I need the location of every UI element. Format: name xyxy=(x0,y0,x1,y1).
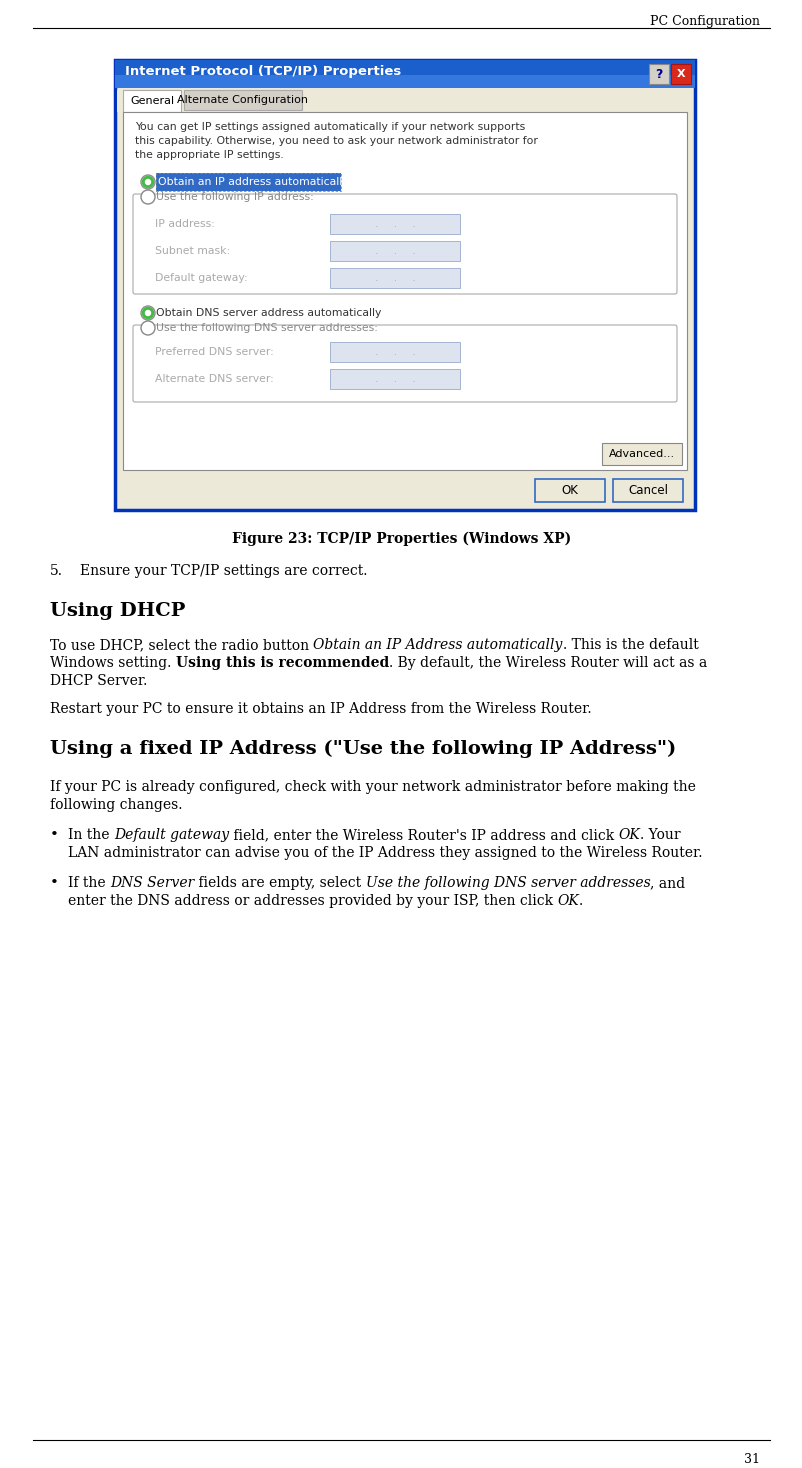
Text: Figure 23: TCP/IP Properties (Windows XP): Figure 23: TCP/IP Properties (Windows XP… xyxy=(232,531,570,546)
FancyBboxPatch shape xyxy=(156,173,341,191)
Text: .     .     .: . . . xyxy=(368,374,421,385)
Text: OK: OK xyxy=(618,828,639,843)
FancyBboxPatch shape xyxy=(330,269,460,288)
Text: .     .     .: . . . xyxy=(368,346,421,357)
Text: 31: 31 xyxy=(743,1453,759,1467)
Text: OK: OK xyxy=(557,894,578,909)
Text: If your PC is already configured, check with your network administrator before m: If your PC is already configured, check … xyxy=(50,780,695,794)
Text: ?: ? xyxy=(654,68,662,81)
Text: Use the following DNS server addresses: Use the following DNS server addresses xyxy=(365,876,650,890)
Circle shape xyxy=(141,305,155,320)
Text: Using a fixed IP Address ("Use the following IP Address"): Using a fixed IP Address ("Use the follo… xyxy=(50,740,675,759)
Text: To use DHCP, select the radio button: To use DHCP, select the radio button xyxy=(50,639,313,652)
FancyBboxPatch shape xyxy=(534,479,604,502)
Text: Windows setting.: Windows setting. xyxy=(50,656,176,669)
Text: Default gateway: Default gateway xyxy=(114,828,229,843)
Text: Default gateway:: Default gateway: xyxy=(155,273,247,283)
Text: fields are empty, select: fields are empty, select xyxy=(194,876,365,890)
FancyBboxPatch shape xyxy=(670,65,691,84)
Text: •: • xyxy=(50,876,59,890)
Text: •: • xyxy=(50,828,59,843)
FancyBboxPatch shape xyxy=(330,241,460,261)
Circle shape xyxy=(145,311,150,316)
Text: IP address:: IP address: xyxy=(155,219,215,229)
FancyBboxPatch shape xyxy=(133,194,676,294)
Circle shape xyxy=(141,189,155,204)
Text: PC Configuration: PC Configuration xyxy=(649,15,759,28)
Circle shape xyxy=(142,307,153,319)
FancyBboxPatch shape xyxy=(602,443,681,465)
Text: . Your: . Your xyxy=(639,828,680,843)
Circle shape xyxy=(145,179,150,185)
FancyBboxPatch shape xyxy=(648,65,668,84)
Text: Alternate DNS server:: Alternate DNS server: xyxy=(155,374,273,385)
Text: Cancel: Cancel xyxy=(627,484,667,498)
Text: .: . xyxy=(578,894,583,909)
Text: In the: In the xyxy=(68,828,114,843)
Circle shape xyxy=(141,321,155,335)
Text: Subnet mask:: Subnet mask: xyxy=(155,247,230,255)
FancyBboxPatch shape xyxy=(612,479,683,502)
Text: .     .     .: . . . xyxy=(368,219,421,229)
Text: , and: , and xyxy=(650,876,685,890)
Text: Obtain an IP Address automatically: Obtain an IP Address automatically xyxy=(313,639,562,652)
Text: Obtain DNS server address automatically: Obtain DNS server address automatically xyxy=(156,308,381,319)
Text: field, enter the Wireless Router's IP address and click: field, enter the Wireless Router's IP ad… xyxy=(229,828,618,843)
Text: Using DHCP: Using DHCP xyxy=(50,602,185,619)
FancyBboxPatch shape xyxy=(115,60,695,509)
Text: . By default, the Wireless Router will act as a: . By default, the Wireless Router will a… xyxy=(388,656,707,669)
Text: General: General xyxy=(130,95,174,106)
Text: DNS Server: DNS Server xyxy=(110,876,194,890)
Text: following changes.: following changes. xyxy=(50,799,182,812)
FancyBboxPatch shape xyxy=(184,90,302,110)
Text: If the: If the xyxy=(68,876,110,890)
Text: DHCP Server.: DHCP Server. xyxy=(50,674,148,688)
Text: Alternate Configuration: Alternate Configuration xyxy=(177,95,308,106)
FancyBboxPatch shape xyxy=(133,324,676,402)
Circle shape xyxy=(141,175,155,189)
Text: Preferred DNS server:: Preferred DNS server: xyxy=(155,346,273,357)
Text: OK: OK xyxy=(561,484,577,498)
FancyBboxPatch shape xyxy=(117,90,692,112)
Text: enter the DNS address or addresses provided by your ISP, then click: enter the DNS address or addresses provi… xyxy=(68,894,557,909)
Text: Ensure your TCP/IP settings are correct.: Ensure your TCP/IP settings are correct. xyxy=(80,564,367,578)
Circle shape xyxy=(142,176,153,188)
FancyBboxPatch shape xyxy=(115,75,695,88)
FancyBboxPatch shape xyxy=(115,60,695,88)
FancyBboxPatch shape xyxy=(330,342,460,363)
Text: .     .     .: . . . xyxy=(368,247,421,255)
Text: X: X xyxy=(676,69,684,79)
Text: Use the following DNS server addresses:: Use the following DNS server addresses: xyxy=(156,323,378,333)
Text: . This is the default: . This is the default xyxy=(562,639,698,652)
FancyBboxPatch shape xyxy=(123,112,687,470)
Text: You can get IP settings assigned automatically if your network supports
this cap: You can get IP settings assigned automat… xyxy=(135,122,537,160)
Text: Advanced...: Advanced... xyxy=(608,449,674,459)
Text: Using this is recommended: Using this is recommended xyxy=(176,656,388,669)
FancyBboxPatch shape xyxy=(330,214,460,233)
Text: Use the following IP address:: Use the following IP address: xyxy=(156,192,314,203)
FancyBboxPatch shape xyxy=(123,90,180,112)
Text: Obtain an IP address automatically: Obtain an IP address automatically xyxy=(158,178,348,186)
FancyBboxPatch shape xyxy=(330,368,460,389)
Text: Restart your PC to ensure it obtains an IP Address from the Wireless Router.: Restart your PC to ensure it obtains an … xyxy=(50,702,591,716)
Text: Internet Protocol (TCP/IP) Properties: Internet Protocol (TCP/IP) Properties xyxy=(125,65,401,78)
Text: .     .     .: . . . xyxy=(368,273,421,283)
Text: LAN administrator can advise you of the IP Address they assigned to the Wireless: LAN administrator can advise you of the … xyxy=(68,846,702,860)
Text: 5.: 5. xyxy=(50,564,63,578)
